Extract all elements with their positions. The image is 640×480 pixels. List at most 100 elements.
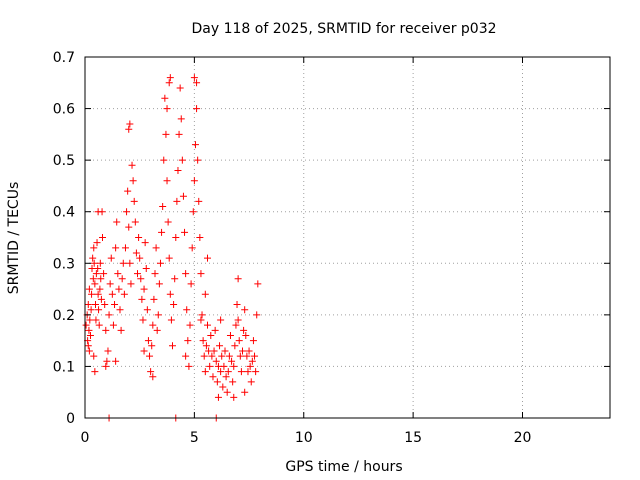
data-point [241,306,249,314]
data-point [185,362,193,370]
data-point [153,326,161,334]
data-point [125,125,133,133]
data-point [178,156,186,164]
y-tick-label: 0.2 [53,308,75,324]
data-point [84,301,92,309]
data-point [123,208,131,216]
data-point [141,239,149,247]
data-point [208,352,216,360]
data-point [164,218,172,226]
data-point [190,74,198,82]
data-point [139,316,147,324]
data-point [121,244,129,252]
data-point [246,362,254,370]
data-point [219,383,227,391]
data-point [166,74,174,82]
data-point [117,326,125,334]
data-point [239,347,246,355]
data-point [202,342,210,350]
data-point [182,352,190,360]
data-point [92,301,99,309]
x-tick-label: 5 [190,430,199,446]
data-point [220,362,228,370]
data-point [92,270,100,278]
data-point [144,337,152,345]
data-point [114,270,122,278]
data-point [213,378,221,386]
data-point [105,311,113,319]
x-tick-label: 20 [514,430,532,446]
data-point [136,254,144,262]
data-point [197,316,205,324]
data-point [85,326,93,334]
data-point [249,337,257,345]
data-point [186,321,194,329]
data-point [99,234,106,241]
data-point [163,105,171,113]
data-point [149,321,157,329]
data-point [240,326,248,334]
data-point [200,352,208,360]
data-point [132,249,140,257]
data-point [209,373,217,381]
data-point [111,301,119,309]
x-tick-label: 15 [404,430,422,446]
data-point [207,331,215,339]
data-point [127,280,135,288]
x-axis-label: GPS time / hours [285,459,402,475]
data-point [176,84,184,92]
data-point [223,388,231,396]
data-point [251,352,259,360]
data-point [183,306,191,314]
data-point [169,342,176,350]
y-tick-label: 0.5 [53,153,75,169]
data-point [86,316,94,324]
data-point [112,244,120,252]
data-point [247,378,255,386]
data-point [253,311,261,319]
data-point [147,368,155,376]
data-point [167,316,175,324]
data-point [226,331,234,339]
data-point [140,285,148,293]
data-point [196,234,204,241]
data-point [175,130,183,138]
data-point [217,316,225,324]
data-point [116,306,124,314]
data-point [155,280,163,288]
data-point [135,234,143,241]
data-point [120,290,128,298]
data-point [179,192,187,200]
data-point [95,321,103,329]
data-point [216,342,224,350]
data-point [189,208,197,216]
data-point [222,373,230,381]
data-point [201,368,209,376]
data-point [128,161,136,169]
data-point [94,290,102,298]
y-tick-label: 0.6 [53,102,75,118]
data-point [245,347,253,355]
data-point [199,337,207,345]
data-point [201,290,209,298]
data-point [177,115,185,123]
data-point [109,321,117,329]
data-point [108,290,116,298]
data-point [166,290,174,298]
data-point [89,275,97,283]
data-point [85,347,93,355]
data-point [131,218,139,226]
chart-title: Day 118 of 2025, SRMTID for receiver p03… [191,21,496,37]
data-point [142,264,150,272]
data-point [225,352,233,360]
data-point [159,203,167,211]
data-point [190,177,198,185]
data-point [198,311,206,319]
data-point [90,244,98,252]
data-point [94,264,102,272]
data-point [118,275,126,283]
data-point [86,331,94,339]
data-point [241,388,249,396]
data-point [89,254,97,262]
data-point [125,223,133,231]
